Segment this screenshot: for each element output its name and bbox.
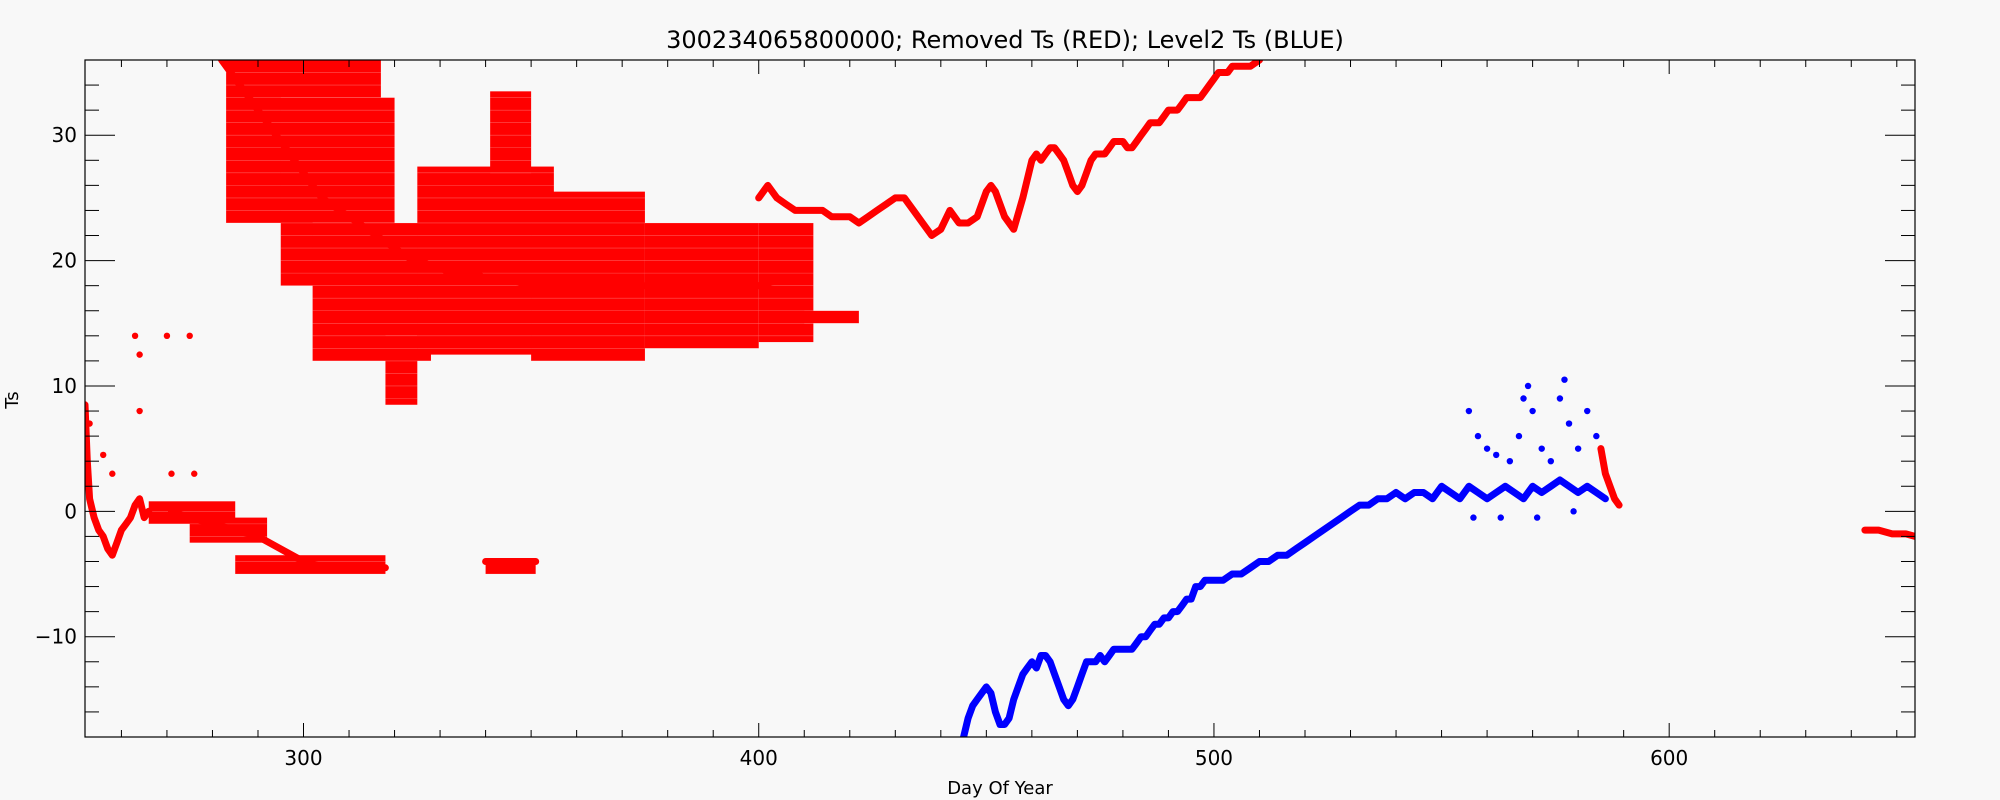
chart-title: 300234065800000; Removed Ts (RED); Level… — [666, 26, 1344, 54]
removed-ts-band — [385, 335, 418, 405]
level2-ts-point — [1547, 457, 1555, 465]
x-axis-label: Day Of Year — [947, 778, 1053, 799]
removed-ts-point — [85, 445, 89, 452]
level2-ts-point — [1556, 395, 1564, 402]
y-tick-label: −10 — [35, 625, 77, 649]
y-tick-label: 20 — [52, 249, 77, 273]
removed-ts-point — [136, 407, 143, 415]
level2-ts-point — [1584, 407, 1591, 415]
removed-ts-point — [86, 420, 93, 427]
removed-ts-line — [168, 507, 389, 572]
level2-ts-point — [1574, 445, 1582, 452]
level2-ts-point — [1474, 432, 1482, 440]
removed-ts-band — [804, 310, 859, 324]
removed-ts-line — [218, 60, 808, 290]
level2-ts-point — [1533, 514, 1541, 521]
level2-ts-point — [1565, 420, 1573, 427]
x-tick-label: 600 — [1650, 746, 1688, 770]
removed-ts-band — [531, 191, 645, 361]
level2-ts-point — [1538, 445, 1545, 452]
y-axis-label: Ts — [2, 391, 23, 409]
level2-ts-point — [1524, 382, 1532, 390]
level2-ts-point — [1470, 514, 1477, 521]
level2-ts-point — [1483, 445, 1491, 452]
y-tick-label: 30 — [52, 123, 77, 147]
removed-ts-point — [168, 470, 175, 477]
removed-ts-line — [85, 401, 153, 559]
level2-ts-point — [1515, 432, 1523, 440]
axis-layer: 300 400 500 600 −10 0 10 20 30 — [35, 59, 1916, 770]
removed-ts-point — [100, 451, 107, 459]
data-layer — [85, 60, 1915, 737]
removed-ts-point — [186, 332, 193, 340]
x-tick-label: 300 — [284, 746, 322, 770]
removed-ts-line — [1861, 526, 1915, 540]
level2-ts-point — [1497, 514, 1504, 521]
removed-ts-point — [131, 332, 139, 340]
y-tick-label: 10 — [52, 374, 77, 398]
removed-ts-point — [191, 470, 198, 477]
level2-ts-point — [1492, 451, 1500, 459]
plot-frame — [84, 59, 1916, 738]
removed-ts-line — [1597, 445, 1623, 509]
x-tick-label: 400 — [740, 746, 778, 770]
level2-ts-point — [1561, 376, 1568, 383]
removed-ts-point — [109, 470, 116, 477]
removed-ts-band — [490, 91, 532, 173]
y-tick-label: 0 — [64, 499, 77, 523]
level2-ts-point — [1520, 395, 1527, 402]
level2-ts-line — [960, 476, 1609, 737]
removed-ts-line — [755, 60, 1263, 239]
level2-ts-point — [1529, 407, 1536, 415]
removed-ts-point — [163, 332, 171, 340]
plot-area — [85, 60, 1915, 737]
level2-ts-point — [1465, 407, 1473, 415]
level2-ts-point — [1570, 508, 1577, 515]
level2-ts-point — [1506, 457, 1514, 465]
removed-ts-point — [136, 351, 143, 358]
x-tick-label: 500 — [1195, 746, 1233, 770]
level2-ts-point — [1593, 432, 1600, 440]
